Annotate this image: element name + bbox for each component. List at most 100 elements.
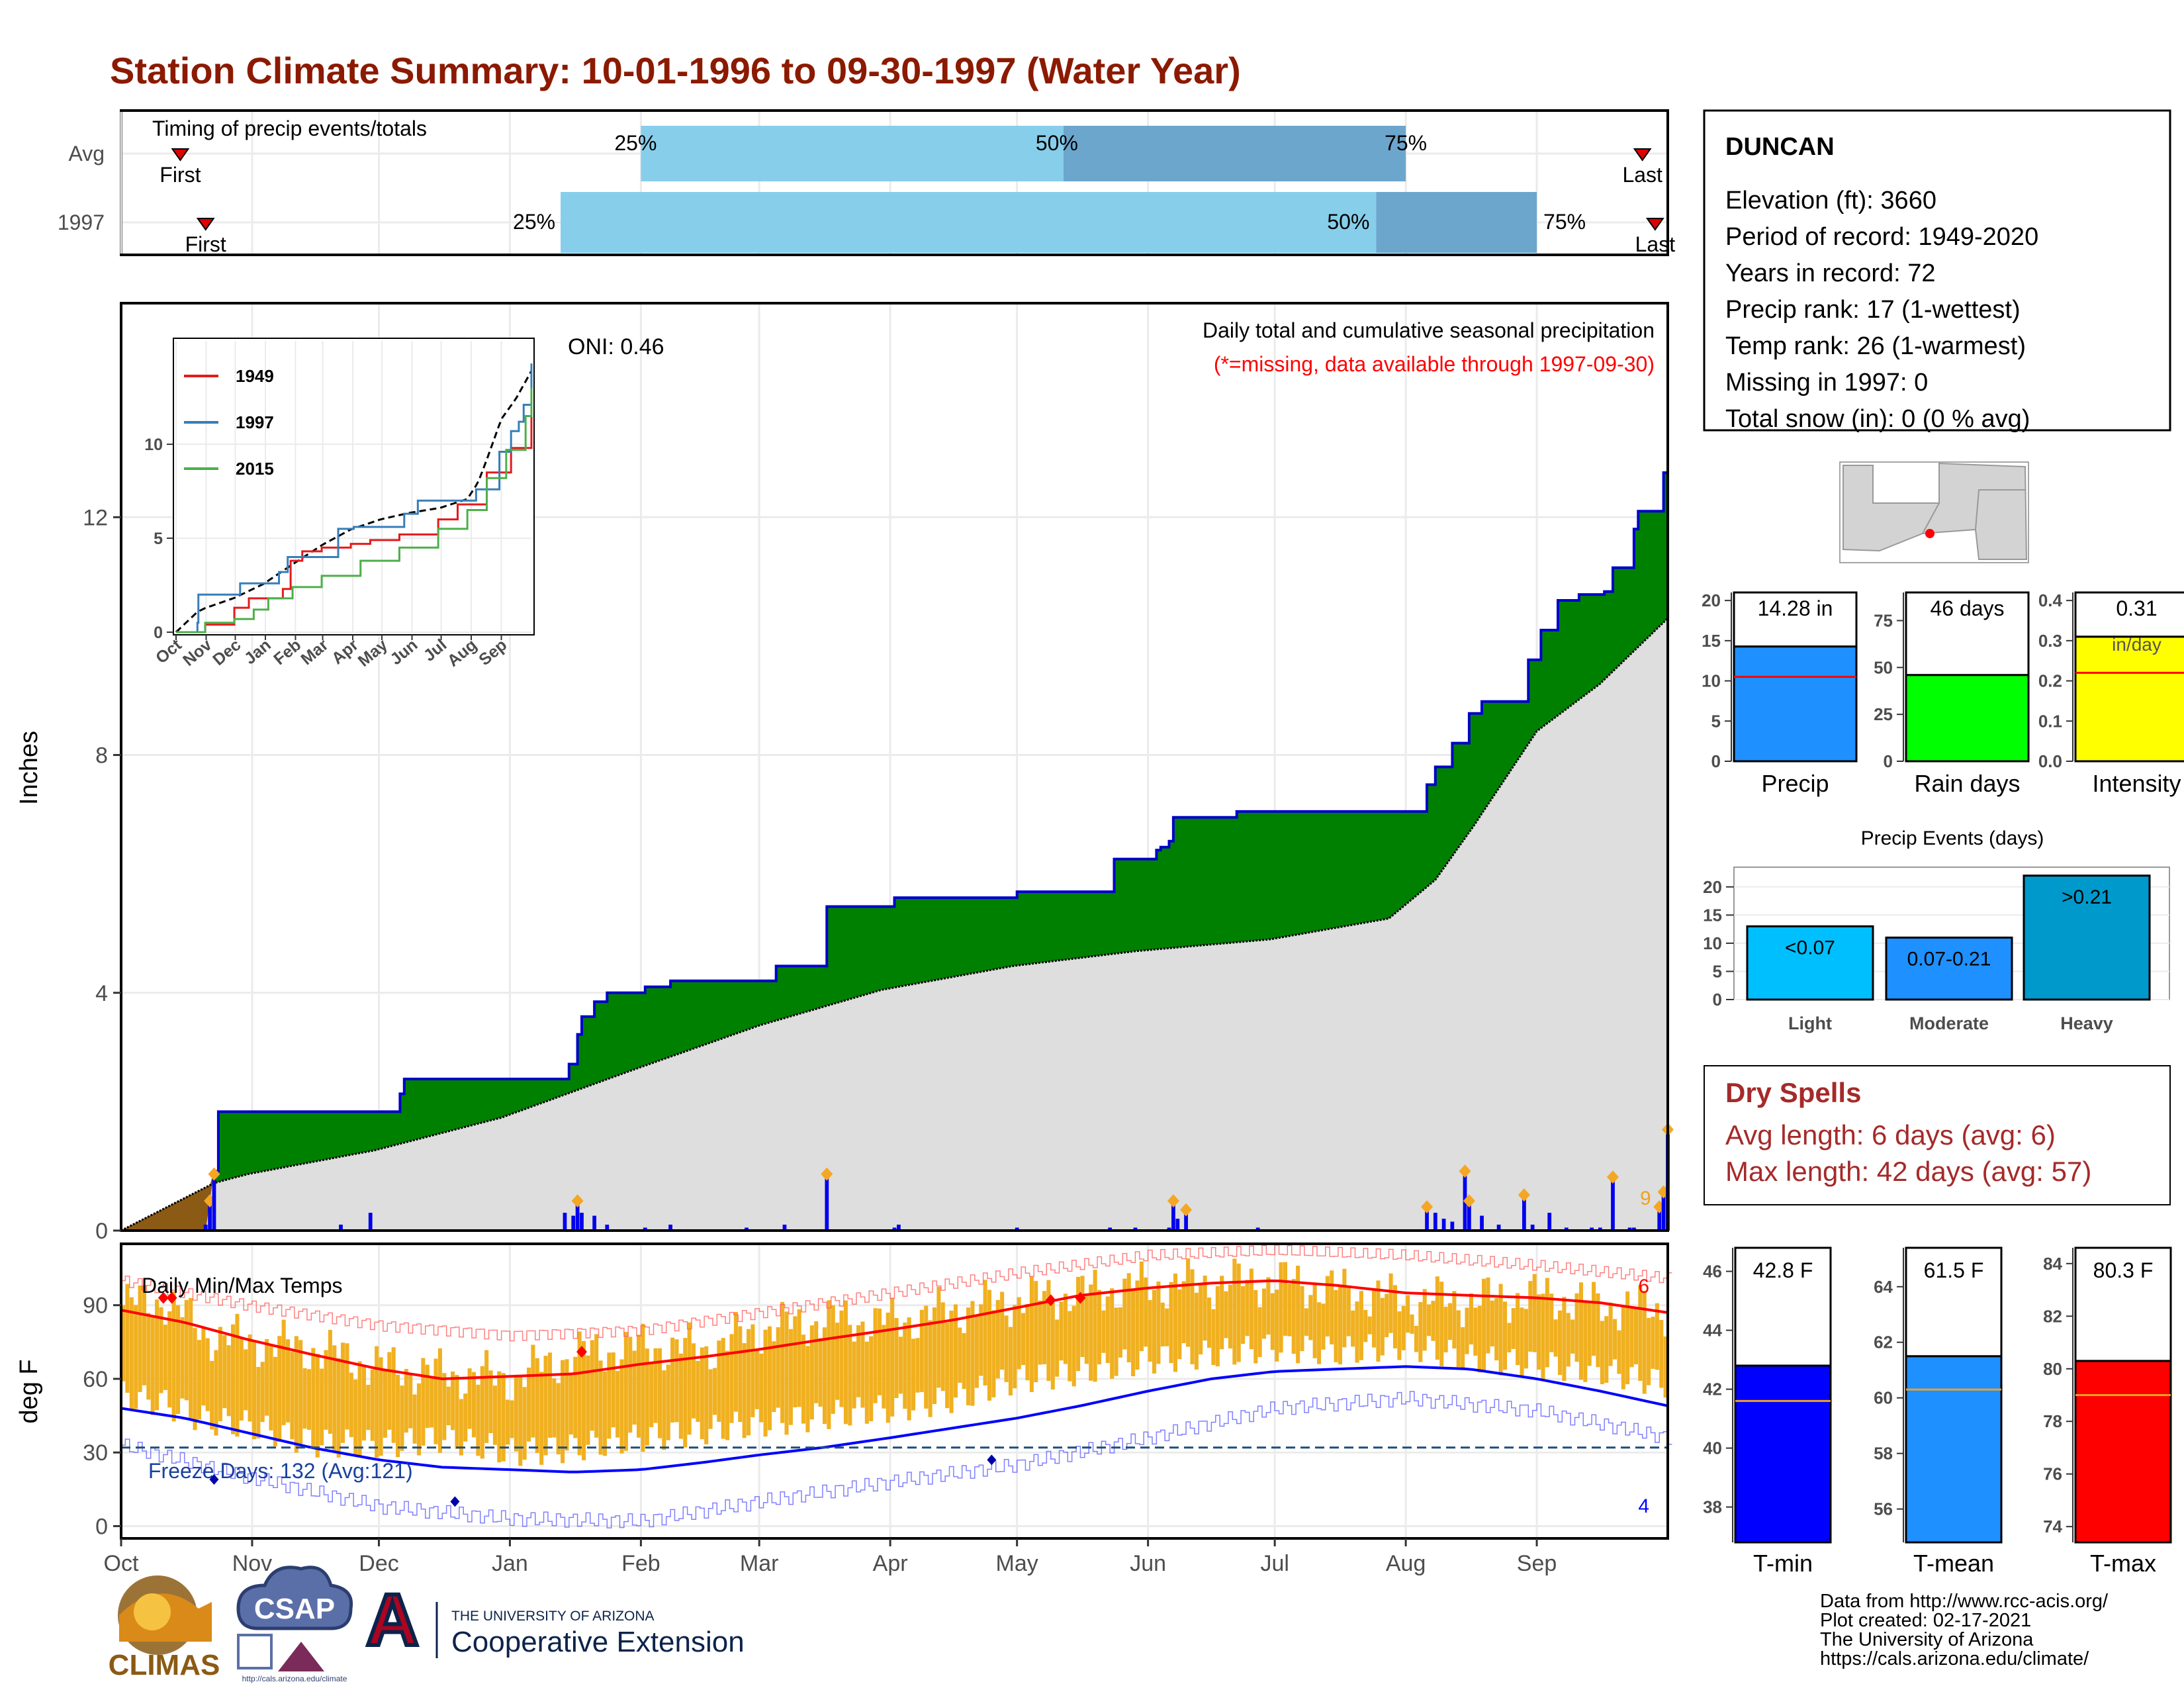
temp-daily-range-bar [214,1350,218,1436]
temp-daily-range-bar [256,1367,261,1439]
temp-daily-range-bar [138,1285,142,1392]
temp-daily-range-bar [1376,1280,1381,1362]
temp-daily-range-bar [201,1327,206,1406]
precip-ytick-label: 4 [95,981,108,1006]
temp-daily-range-bar [1427,1304,1432,1336]
page-title: Station Climate Summary: 10-01-1996 to 0… [110,50,1241,91]
timing-first-label: First [159,163,201,187]
temp-normal-min-line [120,1365,1668,1474]
precip-daily-bar [643,1227,647,1231]
temp-daily-range-bar [717,1340,721,1422]
station-name: DUNCAN [1725,133,1835,161]
temp-daily-range-bar [674,1339,679,1423]
temp-max-count: 6 [1638,1276,1649,1297]
temp-daily-range-bar [1144,1277,1148,1347]
temp-summary-tick-label: 44 [1703,1321,1722,1340]
precip-daily-bar [1433,1213,1437,1231]
temp-daily-range-bar [463,1393,468,1442]
temp-daily-range-bar [1131,1289,1136,1377]
temp-summary-label: T-mean [1913,1550,1994,1577]
temp-daily-range-bar [345,1343,349,1430]
temp-daily-range-bar [632,1350,637,1425]
temp-daily-range-bar [814,1321,819,1403]
csap-logo[interactable]: CSAP http://cals.arizona.edu/climate [236,1566,353,1683]
temp-daily-range-bar [1105,1296,1110,1364]
precip-daily-bar [668,1225,672,1231]
temp-daily-range-bar [569,1374,573,1435]
timing-row-label-avg: Avg [68,142,105,165]
temp-daily-range-bar [1262,1288,1267,1339]
station-info-line: Period of record: 1949-2020 [1725,223,2038,251]
precip-panel-frame [120,302,1669,1232]
station-info-line: Temp rank: 26 (1-warmest) [1725,332,2026,360]
temp-daily-range-bar [1330,1270,1334,1344]
temp-summary-tick-label: 58 [1874,1444,1893,1464]
precip-daily-bar [563,1213,567,1231]
inset-legend-label-1997: 1997 [236,412,274,432]
temp-record-high-marker [1045,1294,1056,1307]
temp-daily-range-bar [1659,1319,1664,1388]
temp-daily-range-bar [290,1351,295,1440]
temp-record-min-line [121,1391,1672,1528]
temp-daily-range-bar [244,1349,248,1411]
temp-daily-range-bar [251,1340,257,1440]
temp-daily-range-bar [619,1359,624,1454]
timing-last-marker [1645,218,1664,231]
events-bar-label: Moderate [1909,1013,1989,1033]
temp-daily-range-bar [1557,1310,1563,1376]
precip-daily-bar [339,1225,343,1231]
temp-daily-range-bar [1541,1293,1545,1380]
temp-daily-range-bar [357,1361,362,1457]
temp-daily-range-bar [1511,1308,1516,1349]
temp-daily-range-bar [932,1307,937,1405]
temp-daily-range-bar [898,1336,903,1394]
mini-bar-label: Intensity [2092,770,2181,797]
temp-daily-range-bar [1473,1307,1478,1356]
temp-daily-range-bar [1181,1281,1186,1344]
temp-daily-range-bar [277,1336,282,1442]
temp-daily-range-bar [328,1329,332,1434]
temp-daily-range-bar [919,1309,924,1392]
temp-daily-range-bar [396,1374,400,1458]
temp-daily-range-bar [1013,1305,1017,1389]
temp-daily-range-bar [1199,1285,1203,1354]
temp-daily-range-bar [1621,1306,1625,1389]
temp-daily-range-bar [831,1305,835,1414]
temp-daily-range-bar [1093,1270,1097,1382]
temp-daily-range-bar [150,1317,155,1415]
temp-daily-range-bar [1355,1301,1359,1363]
dry-spells-box: Dry Spells Avg length: 6 days (avg: 6) M… [1704,1065,2171,1205]
temp-daily-range-bar [189,1297,193,1419]
temp-daily-range-bar [827,1300,831,1429]
temp-daily-range-bar [1553,1319,1558,1357]
precip-missing-note: (*=missing, data available through 1997-… [1214,352,1655,376]
temp-daily-range-bar [784,1311,789,1435]
temp-daily-range-bar [687,1322,692,1435]
temp-record-high-marker [166,1291,177,1304]
temp-daily-range-bar [924,1305,929,1409]
timing-last-marker [1633,148,1652,162]
temp-daily-range-bar [1148,1300,1152,1362]
temp-daily-range-bar [142,1285,146,1385]
temp-summary-label: T-max [2090,1550,2156,1577]
precip-daily-bar [212,1174,216,1231]
inset-ytick-label: 5 [154,530,163,548]
temp-daily-range-bar [361,1366,367,1441]
temp-daily-range-bar [1068,1311,1072,1382]
temp-daily-range-bar [1583,1301,1588,1382]
temp-daily-range-bar [193,1328,197,1430]
climas-logo[interactable]: CLIMAS [109,1575,220,1681]
csap-url: http://cals.arizona.edu/climate [242,1674,347,1683]
temp-daily-range-bar [556,1383,561,1455]
temp-ytick-label: 90 [83,1293,108,1319]
temp-summary-tick-label: 56 [1874,1499,1893,1519]
x-label-feb: Feb [621,1551,660,1576]
precip-count-label: 9 [1640,1188,1651,1209]
university-of-arizona-logo[interactable]: A THE UNIVERSITY OF ARIZONA Cooperative … [363,1577,745,1663]
mini-bar-label: Precip [1761,770,1829,797]
temp-daily-range-bar [159,1307,163,1393]
temp-daily-range-bar [678,1353,683,1439]
temp-daily-range-bar [349,1372,353,1438]
timing-first-label: First [185,232,226,256]
temp-daily-range-bar [801,1335,806,1424]
